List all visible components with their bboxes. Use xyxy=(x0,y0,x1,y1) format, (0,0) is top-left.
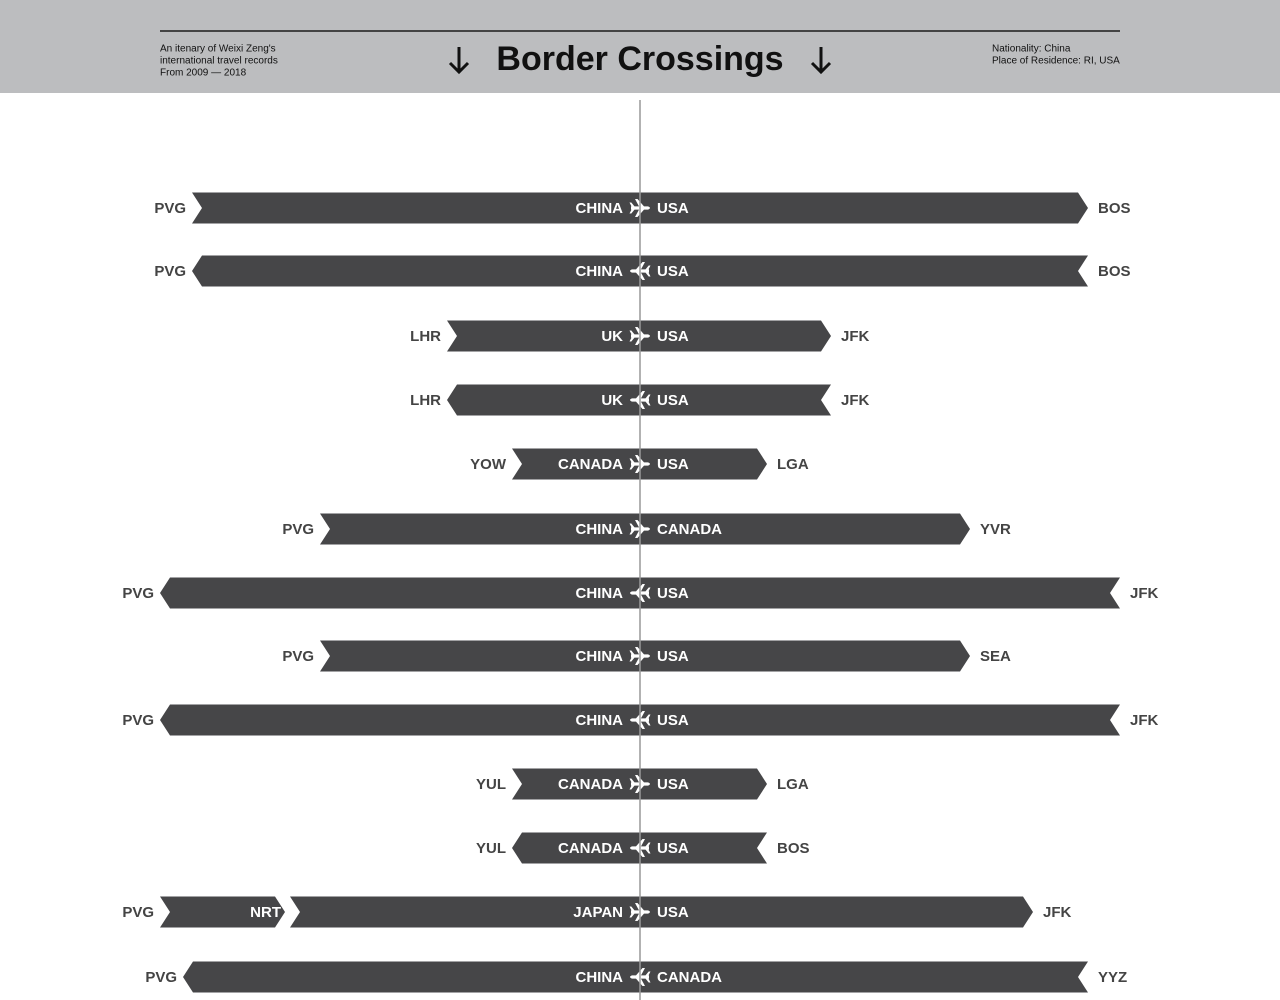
right-country: USA xyxy=(657,840,689,857)
left-country: CHINA xyxy=(576,712,624,729)
origin-airport: PVG xyxy=(154,263,186,280)
description-line: From 2009 — 2018 xyxy=(160,68,247,79)
origin-airport: YOW xyxy=(470,456,507,473)
left-country: UK xyxy=(601,328,623,345)
crossing-row: LHR JFK UK USA xyxy=(410,320,870,352)
destination-airport: JFK xyxy=(841,392,870,409)
crossing-row: YUL LGA CANADA USA xyxy=(476,768,809,800)
description-line: An itenary of Weixi Zeng's xyxy=(160,44,276,55)
right-country: USA xyxy=(657,648,689,665)
flight-bar xyxy=(290,896,1033,928)
destination-airport: LGA xyxy=(777,776,809,793)
flight-bar xyxy=(160,896,285,928)
origin-airport: PVG xyxy=(122,904,154,921)
left-country: CANADA xyxy=(558,776,623,793)
crossing-row: PVG SEA CHINA USA xyxy=(282,640,1011,672)
destination-airport: YYZ xyxy=(1098,969,1127,986)
left-country: CANADA xyxy=(558,456,623,473)
crossing-row: LHR JFK UK USA xyxy=(410,384,870,416)
origin-airport: YUL xyxy=(476,776,506,793)
left-country: CHINA xyxy=(576,648,624,665)
origin-airport: PVG xyxy=(122,712,154,729)
left-country: UK xyxy=(601,392,623,409)
destination-airport: BOS xyxy=(777,840,810,857)
left-country: CANADA xyxy=(558,840,623,857)
crossing-row: PVG YYZ CHINA CANADA xyxy=(145,961,1127,993)
description-line: international travel records xyxy=(160,56,278,67)
header-band xyxy=(0,0,1280,93)
origin-airport: PVG xyxy=(282,521,314,538)
right-country: USA xyxy=(657,456,689,473)
crossing-row: PVG BOS CHINA USA xyxy=(154,255,1131,287)
right-country: USA xyxy=(657,392,689,409)
origin-airport: PVG xyxy=(145,969,177,986)
destination-airport: BOS xyxy=(1098,263,1131,280)
destination-airport: YVR xyxy=(980,521,1011,538)
right-country: USA xyxy=(657,200,689,217)
origin-airport: PVG xyxy=(154,200,186,217)
left-country: CHINA xyxy=(576,200,624,217)
nationality: Nationality: China xyxy=(992,44,1071,55)
right-country: USA xyxy=(657,904,689,921)
destination-airport: BOS xyxy=(1098,200,1131,217)
crossing-row: NRT PVG JFK JAPAN USA xyxy=(122,896,1072,928)
right-country: CANADA xyxy=(657,521,722,538)
right-country: CANADA xyxy=(657,969,722,986)
destination-airport: JFK xyxy=(1130,712,1159,729)
left-country: CHINA xyxy=(576,585,624,602)
origin-airport: PVG xyxy=(282,648,314,665)
left-country: CHINA xyxy=(576,263,624,280)
destination-airport: JFK xyxy=(841,328,870,345)
down-arrow xyxy=(448,47,470,75)
origin-airport: LHR xyxy=(410,392,441,409)
right-country: USA xyxy=(657,712,689,729)
destination-airport: LGA xyxy=(777,456,809,473)
right-country: USA xyxy=(657,585,689,602)
origin-airport: LHR xyxy=(410,328,441,345)
destination-airport: SEA xyxy=(980,648,1011,665)
right-country: USA xyxy=(657,776,689,793)
right-country: USA xyxy=(657,263,689,280)
origin-airport: PVG xyxy=(122,585,154,602)
left-country: CHINA xyxy=(576,969,624,986)
crossing-row: PVG YVR CHINA CANADA xyxy=(282,513,1011,545)
down-arrow xyxy=(810,47,832,75)
crossing-row: YUL BOS CANADA USA xyxy=(476,832,810,864)
destination-airport: JFK xyxy=(1043,904,1072,921)
residence: Place of Residence: RI, USA xyxy=(992,56,1120,67)
destination-airport: JFK xyxy=(1130,585,1159,602)
crossing-row: PVG BOS CHINA USA xyxy=(154,192,1131,224)
left-country: JAPAN xyxy=(573,904,623,921)
right-country: USA xyxy=(657,328,689,345)
title: Border Crossings xyxy=(496,40,783,78)
left-country: CHINA xyxy=(576,521,624,538)
origin-airport: YUL xyxy=(476,840,506,857)
stop-airport: NRT xyxy=(250,904,281,921)
